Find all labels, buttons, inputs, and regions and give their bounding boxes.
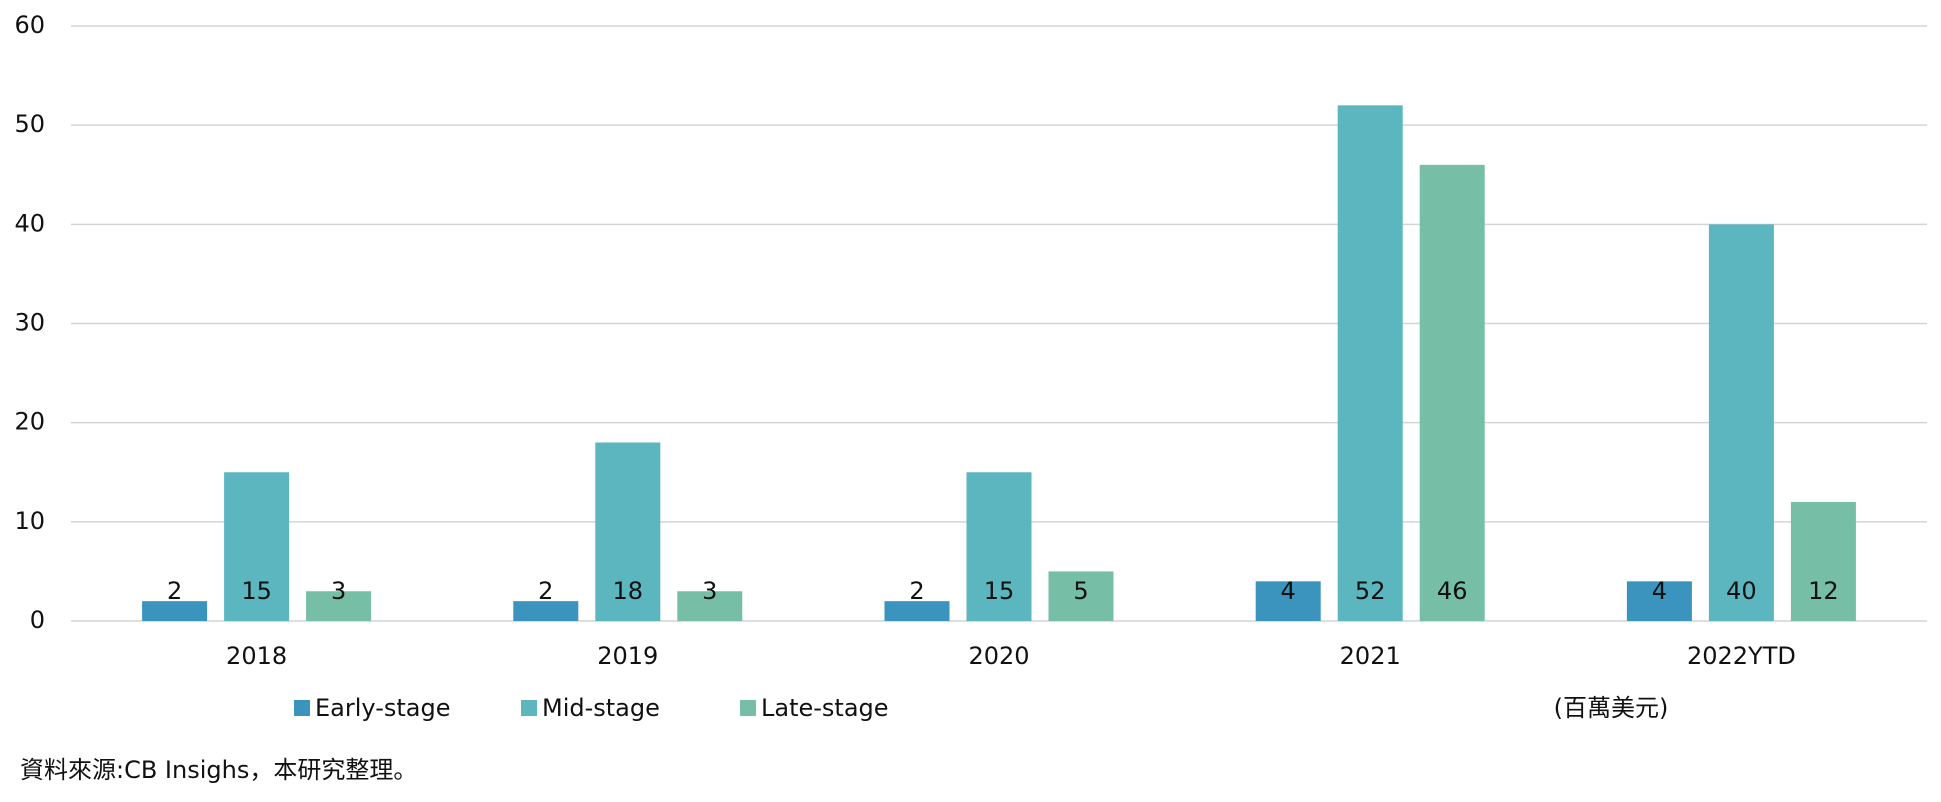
bar bbox=[1790, 502, 1856, 621]
y-tick-label: 60 bbox=[14, 11, 45, 39]
x-tick-label: 2022YTD bbox=[1687, 642, 1796, 670]
x-tick-label: 2018 bbox=[226, 642, 287, 670]
legend-swatch bbox=[521, 700, 537, 716]
x-tick-label: 2019 bbox=[597, 642, 658, 670]
x-tick-label: 2020 bbox=[968, 642, 1029, 670]
data-label: 5 bbox=[1073, 577, 1088, 605]
y-tick-label: 30 bbox=[14, 309, 45, 337]
bar bbox=[306, 591, 372, 621]
y-tick-label: 10 bbox=[14, 507, 45, 535]
data-label: 15 bbox=[241, 577, 272, 605]
bar bbox=[677, 591, 743, 621]
legend-swatch bbox=[294, 700, 310, 716]
data-label: 52 bbox=[1355, 577, 1386, 605]
data-label: 12 bbox=[1808, 577, 1839, 605]
y-tick-label: 40 bbox=[14, 209, 45, 237]
data-label: 2 bbox=[909, 577, 924, 605]
legend-label: Early-stage bbox=[315, 694, 450, 722]
source-note: 資料來源:CB Insighs，本研究整理。 bbox=[20, 756, 417, 784]
legend-label: Mid-stage bbox=[542, 694, 660, 722]
bar bbox=[966, 472, 1032, 621]
legend-label: Late-stage bbox=[761, 694, 889, 722]
data-label: 15 bbox=[984, 577, 1015, 605]
data-label: 3 bbox=[702, 577, 717, 605]
data-label: 46 bbox=[1437, 577, 1468, 605]
y-tick-label: 20 bbox=[14, 408, 45, 436]
bar bbox=[1255, 581, 1321, 621]
data-label: 18 bbox=[613, 577, 644, 605]
legend-swatch bbox=[740, 700, 756, 716]
data-label: 3 bbox=[331, 577, 346, 605]
x-tick-label: 2021 bbox=[1340, 642, 1401, 670]
y-tick-label: 0 bbox=[30, 606, 45, 634]
bar bbox=[1337, 105, 1403, 622]
bar bbox=[224, 472, 290, 621]
bar bbox=[595, 442, 661, 621]
bar bbox=[1626, 581, 1692, 621]
y-tick-label: 50 bbox=[14, 110, 45, 138]
bar bbox=[884, 601, 950, 621]
bar bbox=[513, 601, 579, 621]
data-label: 40 bbox=[1726, 577, 1757, 605]
bar bbox=[1048, 571, 1114, 621]
data-label: 2 bbox=[538, 577, 553, 605]
bar bbox=[142, 601, 208, 621]
unit-note: (百萬美元) bbox=[1554, 694, 1669, 722]
bar bbox=[1708, 224, 1774, 622]
bar bbox=[1419, 164, 1485, 622]
data-label: 2 bbox=[167, 577, 182, 605]
data-label: 4 bbox=[1281, 577, 1296, 605]
data-label: 4 bbox=[1652, 577, 1667, 605]
